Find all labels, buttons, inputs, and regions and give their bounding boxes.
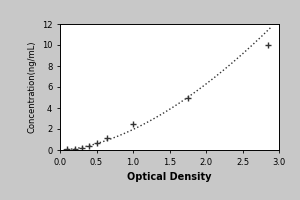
X-axis label: Optical Density: Optical Density: [127, 172, 212, 182]
Y-axis label: Concentration(ng/mL): Concentration(ng/mL): [27, 41, 36, 133]
